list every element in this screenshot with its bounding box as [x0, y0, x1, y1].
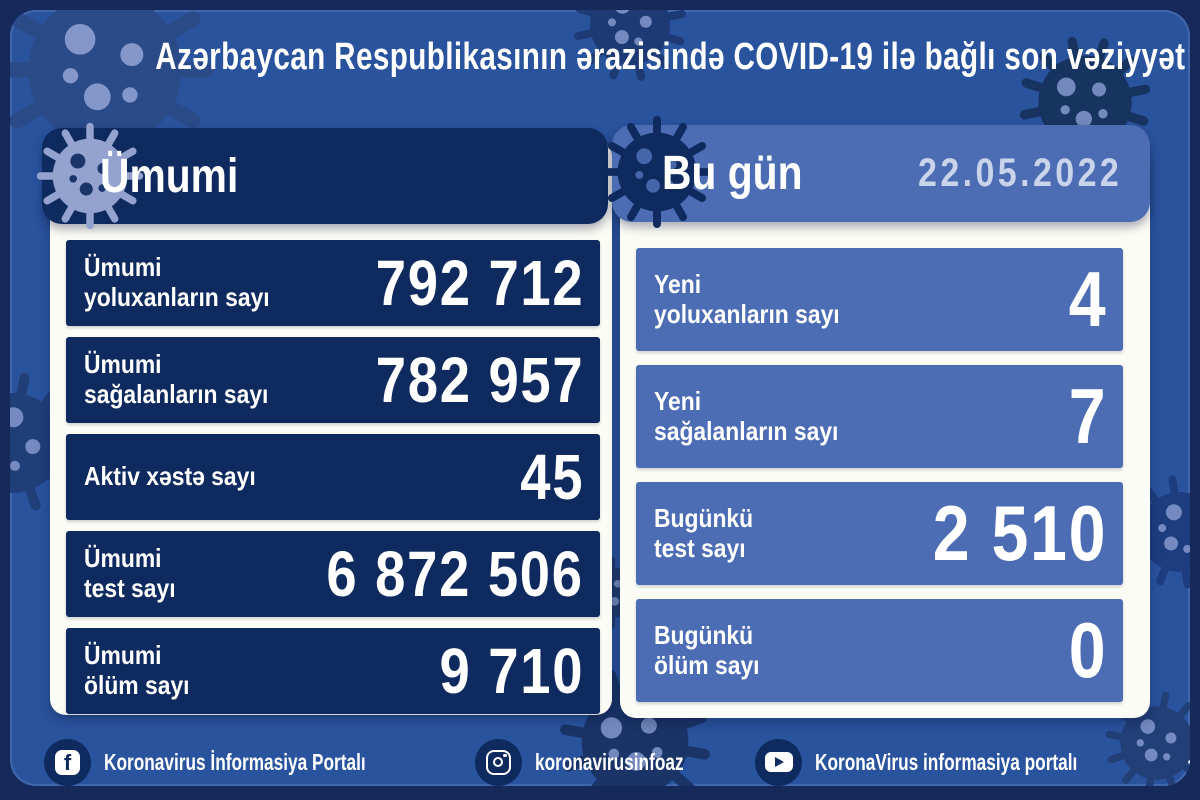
footer: f Koronavirus İnformasiya Portalı korona…: [10, 733, 1190, 786]
today-panel-title: Bu gün: [662, 147, 803, 200]
instagram-link[interactable]: koronavirusinfoaz: [474, 738, 733, 786]
facebook-link[interactable]: f Koronavirus İnformasiya Portalı: [44, 738, 453, 786]
facebook-label: Koronavirus İnformasiya Portalı: [104, 748, 366, 775]
virus-icon: [1187, 738, 1190, 786]
youtube-link[interactable]: KoronaVirus informasiya portalı: [755, 738, 1165, 786]
stat-row-total-tests: Ümumi test sayı 6 872 506: [66, 531, 600, 617]
stat-label: Bugünkü ölüm sayı: [654, 619, 760, 680]
stat-value: 7: [1068, 372, 1107, 460]
stat-label: Yeni sağalanların sayı: [654, 385, 839, 446]
stat-value: 4: [1068, 255, 1107, 343]
stat-label: Ümumi ölüm sayı: [84, 640, 190, 700]
page-title: Azərbaycan Respublikasının ərazisində CO…: [155, 36, 1186, 78]
stat-row-total-deaths: Ümumi ölüm sayı 9 710: [66, 628, 600, 714]
today-panel-body: Yeni yoluxanların sayı 4 Yeni sağalanlar…: [620, 145, 1150, 718]
total-panel: Ümumi Ümumi yoluxanların sayı 792 712 Üm…: [42, 128, 612, 715]
today-panel-header: Bu gün 22.05.2022: [612, 125, 1150, 222]
today-panel: Bu gün 22.05.2022 Yeni yoluxanların sayı…: [612, 125, 1150, 718]
total-panel-header: Ümumi: [42, 128, 608, 224]
stat-value: 6 872 506: [326, 538, 584, 610]
stat-row-total-recovered: Ümumi sağalanların sayı 782 957: [66, 337, 600, 423]
stat-label: Ümumi sağalanların sayı: [84, 349, 269, 409]
stat-row-today-tests: Bugünkü test sayı 2 510: [636, 482, 1123, 585]
stat-value: 782 957: [375, 344, 584, 416]
stat-value: 45: [520, 441, 584, 513]
infographic-canvas: Azərbaycan Respublikasının ərazisində CO…: [10, 10, 1190, 786]
instagram-label: koronavirusinfoaz: [534, 748, 684, 775]
stat-row-today-deaths: Bugünkü ölüm sayı 0: [636, 599, 1123, 702]
youtube-icon: [755, 738, 803, 786]
instagram-icon: [474, 738, 522, 786]
stat-row-new-recovered: Yeni sağalanların sayı 7: [636, 365, 1123, 468]
stat-row-total-infected: Ümumi yoluxanların sayı 792 712: [66, 240, 600, 326]
koronavirus-logo: KoronaVirus info: [1187, 737, 1190, 786]
stat-label: Ümumi test sayı: [84, 543, 176, 603]
stat-label: Bugünkü test sayı: [654, 502, 754, 563]
stat-label: Ümumi yoluxanların sayı: [84, 252, 270, 312]
stat-label: Yeni yoluxanların sayı: [654, 268, 840, 329]
total-panel-title: Ümumi: [100, 149, 239, 203]
stat-row-new-infected: Yeni yoluxanların sayı 4: [636, 248, 1123, 351]
stat-value: 792 712: [375, 247, 584, 319]
report-date: 22.05.2022: [917, 151, 1122, 195]
stat-value: 9 710: [439, 635, 584, 707]
stat-value: 2 510: [932, 489, 1107, 577]
stat-label: Aktiv xəstə sayı: [84, 461, 256, 492]
total-panel-body: Ümumi yoluxanların sayı 792 712 Ümumi sa…: [50, 140, 612, 715]
facebook-icon: f: [44, 738, 91, 786]
youtube-label: KoronaVirus informasiya portalı: [815, 748, 1078, 775]
stat-value: 0: [1068, 606, 1107, 694]
stat-row-active-cases: Aktiv xəstə sayı 45: [66, 434, 600, 520]
